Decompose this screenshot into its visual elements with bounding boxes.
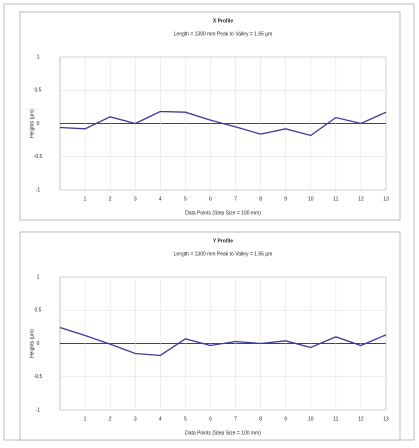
x-tick-label: 3 (134, 196, 137, 202)
chart-title: X Profile (213, 18, 234, 24)
x-tick-label: 13 (383, 416, 389, 422)
x-tick-label: 10 (308, 196, 314, 202)
x-tick-label: 2 (109, 416, 112, 422)
x-tick-label: 9 (284, 416, 287, 422)
y-tick-label: -0.5 (34, 374, 43, 380)
y-tick-label: 0 (37, 121, 40, 127)
x-tick-label: 11 (333, 416, 338, 422)
chart-panel (19, 231, 401, 441)
y-axis-label: Heights (µm) (29, 329, 35, 358)
x-tick-label: 6 (209, 196, 212, 202)
x-tick-label: 5 (184, 196, 187, 202)
y-tick-label: -1 (36, 407, 41, 413)
x-tick-label: 12 (358, 416, 364, 422)
x-tick-label: 9 (284, 196, 287, 202)
x-tick-label: 11 (333, 196, 338, 202)
y-tick-label: 1 (37, 54, 40, 60)
y-tick-label: 0.5 (35, 88, 42, 94)
x-tick-label: 5 (184, 416, 187, 422)
x-tick-label: 4 (159, 416, 162, 422)
x-tick-label: 4 (159, 196, 162, 202)
x-tick-label: 8 (259, 196, 262, 202)
chart-panel (19, 11, 401, 221)
x-tick-label: 7 (234, 416, 237, 422)
chart-subtitle: Length = 1300 mm Peak to Valley = 1.65 µ… (174, 251, 273, 257)
x-tick-label: 1 (84, 416, 87, 422)
y-tick-label: 1 (37, 274, 40, 280)
chart-title: Y Profile (213, 238, 233, 244)
y-tick-label: 0 (37, 341, 40, 347)
x-axis-label: Data Points (Step Size = 100 mm) (185, 430, 261, 436)
x-tick-label: 6 (209, 416, 212, 422)
y-tick-label: -1 (36, 187, 41, 193)
x-axis-label: Data Points (Step Size = 100 mm) (185, 210, 261, 216)
x-tick-label: 7 (234, 196, 237, 202)
x-tick-label: 3 (134, 416, 137, 422)
data-line (59, 326, 387, 357)
y-tick-label: 0.5 (35, 308, 42, 314)
y-tick-label: -0.5 (34, 154, 43, 160)
chart-subtitle: Length = 1300 mm Peak to Valley = 1.65 µ… (174, 31, 273, 37)
x-tick-label: 2 (109, 196, 112, 202)
x-tick-label: 1 (84, 196, 87, 202)
y-axis-label: Heights (µm) (29, 109, 35, 138)
data-line (59, 110, 387, 137)
x-tick-label: 8 (259, 416, 262, 422)
x-tick-label: 12 (358, 196, 364, 202)
x-tick-label: 13 (383, 196, 389, 202)
x-tick-label: 10 (308, 416, 314, 422)
